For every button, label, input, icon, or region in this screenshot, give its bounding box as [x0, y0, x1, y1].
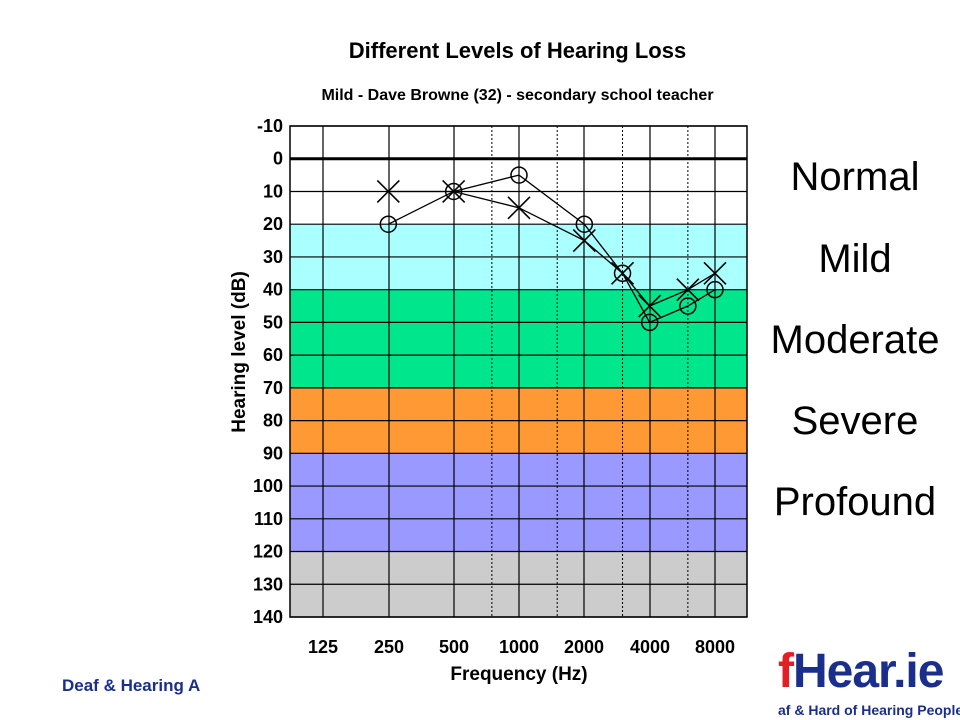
fhear-logo[interactable]: fHear.ie: [778, 644, 944, 699]
band-label-severe: Severe: [791, 399, 919, 443]
y-tick-label: 100: [253, 476, 283, 496]
x-tick-label: 125: [308, 637, 338, 657]
chart-subtitle: Mild - Dave Browne (32) - secondary scho…: [321, 87, 714, 104]
logo-wordmark: Hear.ie: [792, 645, 944, 698]
x-axis-label: Frequency (Hz): [450, 664, 587, 685]
logo-tagline: af & Hard of Hearing People: [778, 702, 960, 718]
y-tick-label: 90: [263, 443, 283, 463]
chart-title: Different Levels of Hearing Loss: [348, 38, 687, 63]
y-tick-label: 140: [253, 607, 283, 627]
y-tick-label: 80: [263, 411, 283, 431]
y-tick-label: 40: [263, 280, 283, 300]
x-tick-label: 500: [439, 637, 469, 657]
data-point-cross: [610, 261, 635, 285]
x-tick-label: 250: [374, 637, 404, 657]
y-tick-label: 0: [273, 149, 283, 169]
data-point-cross: [507, 196, 531, 220]
y-axis-label: Hearing level (dB): [229, 271, 250, 433]
x-tick-label: 8000: [695, 637, 735, 657]
data-point-circle: [679, 297, 697, 315]
plot-frame: [289, 125, 748, 618]
y-tick-label: 130: [253, 574, 283, 594]
data-point-circle: [575, 215, 594, 233]
series-line-cross: [388, 190, 716, 307]
y-tick-label: 110: [254, 509, 283, 529]
data-point-circle: [379, 215, 398, 233]
y-tick-label: 10: [263, 181, 283, 201]
band-label-mild: Mild: [818, 237, 892, 281]
data-point-cross: [442, 179, 466, 204]
band-label-normal: Normal: [790, 155, 920, 199]
data-point-cross: [376, 179, 400, 204]
y-tick-label: 50: [263, 312, 283, 332]
data-point-cross: [676, 278, 700, 302]
logo-f-letter: f: [778, 645, 794, 698]
x-tick-label: 2000: [564, 637, 604, 657]
series-line-circle: [388, 174, 716, 324]
y-tick-label: -10: [257, 116, 283, 136]
y-tick-label: 70: [263, 378, 283, 398]
data-point-cross: [572, 229, 596, 253]
y-tick-label: 20: [263, 214, 283, 234]
data-point-circle: [510, 166, 528, 184]
data-point-cross: [703, 261, 727, 285]
data-point-circle: [613, 264, 632, 283]
x-tick-label: 1000: [499, 637, 539, 657]
band-label-moderate: Moderate: [770, 318, 940, 362]
data-point-circle: [706, 280, 724, 299]
data-point-cross: [638, 294, 662, 318]
y-tick-label: 120: [253, 542, 283, 562]
x-tick-label: 4000: [630, 637, 670, 657]
y-tick-label: 60: [263, 345, 283, 365]
y-tick-label: 30: [263, 247, 283, 267]
data-point-circle: [640, 313, 659, 332]
footer-org-text: Deaf & Hearing A: [62, 676, 201, 695]
band-label-profound: Profound: [773, 480, 937, 524]
